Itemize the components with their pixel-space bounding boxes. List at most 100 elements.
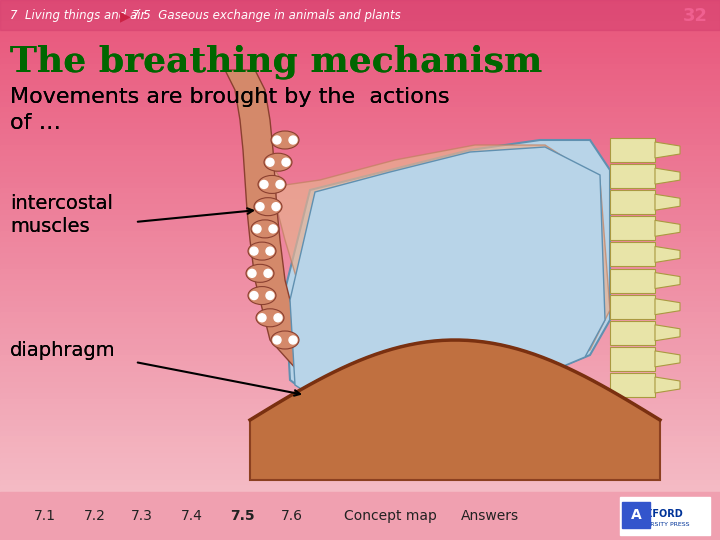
Bar	[0, 377, 720, 383]
Bar	[0, 291, 720, 297]
Bar	[0, 496, 720, 502]
Polygon shape	[655, 142, 680, 158]
Bar	[0, 42, 720, 49]
Bar	[0, 517, 720, 524]
Text: 7.5  Gaseous exchange in animals and plants: 7.5 Gaseous exchange in animals and plan…	[132, 10, 401, 23]
Bar	[0, 96, 720, 103]
Ellipse shape	[246, 265, 274, 282]
Circle shape	[289, 336, 297, 344]
Bar	[0, 361, 720, 367]
Text: 7.3: 7.3	[131, 509, 153, 523]
Bar	[0, 415, 720, 421]
Circle shape	[289, 136, 297, 144]
Bar	[0, 242, 720, 248]
Bar	[0, 80, 720, 86]
Bar	[0, 301, 720, 308]
Circle shape	[273, 336, 281, 344]
Bar	[0, 237, 720, 243]
Polygon shape	[655, 194, 680, 210]
Bar	[0, 102, 720, 108]
Bar	[0, 231, 720, 238]
Ellipse shape	[248, 242, 276, 260]
Bar	[0, 296, 720, 302]
Bar	[0, 75, 720, 81]
Bar	[0, 166, 720, 173]
Bar	[0, 69, 720, 76]
Text: Movements are brought by the  actions
of …: Movements are brought by the actions of …	[10, 87, 449, 133]
Circle shape	[269, 225, 277, 233]
Polygon shape	[610, 217, 655, 240]
Bar	[0, 426, 720, 432]
Ellipse shape	[271, 131, 299, 149]
Bar	[0, 480, 720, 486]
Text: The breathing mechanism: The breathing mechanism	[10, 45, 542, 79]
Bar	[0, 123, 720, 130]
Bar	[622, 502, 650, 528]
Bar	[0, 393, 720, 400]
Bar	[0, 350, 720, 356]
Bar	[0, 399, 720, 405]
Bar	[0, 328, 720, 335]
Bar	[0, 0, 720, 30]
Polygon shape	[610, 373, 655, 397]
Bar	[0, 285, 720, 292]
Polygon shape	[610, 190, 655, 214]
Text: 7.6: 7.6	[281, 509, 303, 523]
Ellipse shape	[271, 331, 299, 349]
Circle shape	[266, 292, 274, 300]
Bar	[0, 15, 720, 22]
Bar	[0, 339, 720, 346]
Bar	[0, 215, 720, 221]
Circle shape	[273, 136, 281, 144]
Bar	[0, 501, 720, 508]
Bar	[0, 269, 720, 275]
Bar	[0, 145, 720, 151]
Bar	[0, 10, 720, 16]
Bar	[0, 53, 720, 59]
Bar	[0, 318, 720, 324]
Polygon shape	[610, 268, 655, 293]
Bar	[0, 85, 720, 92]
Text: intercostal
muscles: intercostal muscles	[10, 194, 113, 237]
Polygon shape	[285, 140, 610, 410]
Circle shape	[250, 247, 258, 255]
Bar	[0, 490, 720, 497]
Text: Movements are brought by the  actions
of …: Movements are brought by the actions of …	[10, 87, 449, 133]
Bar	[0, 161, 720, 167]
Bar	[0, 355, 720, 362]
Polygon shape	[655, 273, 680, 288]
Circle shape	[282, 158, 290, 166]
Bar	[0, 334, 720, 340]
Bar	[0, 247, 720, 254]
Circle shape	[266, 247, 274, 255]
Bar	[0, 134, 720, 140]
Bar	[0, 177, 720, 184]
Bar	[0, 507, 720, 513]
Text: The breathing mechanism: The breathing mechanism	[10, 45, 542, 79]
Bar	[0, 253, 720, 259]
Circle shape	[276, 180, 284, 188]
Bar	[0, 220, 720, 227]
Bar	[0, 312, 720, 319]
Text: 7.4: 7.4	[181, 509, 203, 523]
Bar	[0, 528, 720, 535]
Bar	[0, 523, 720, 529]
Bar	[0, 274, 720, 281]
Bar	[0, 474, 720, 481]
Circle shape	[250, 292, 258, 300]
Polygon shape	[610, 138, 655, 162]
Bar	[0, 210, 720, 216]
Polygon shape	[290, 147, 605, 412]
Bar	[0, 58, 720, 65]
Bar	[0, 139, 720, 146]
Text: Concept map: Concept map	[343, 509, 436, 523]
Bar	[0, 129, 720, 135]
Polygon shape	[225, 70, 395, 440]
Text: OXFORD: OXFORD	[637, 509, 683, 519]
Polygon shape	[655, 168, 680, 184]
Text: diaphragm: diaphragm	[10, 341, 116, 360]
Bar	[0, 458, 720, 464]
Text: 7.2: 7.2	[84, 509, 106, 523]
Polygon shape	[610, 164, 655, 188]
Text: Answers: Answers	[461, 509, 519, 523]
